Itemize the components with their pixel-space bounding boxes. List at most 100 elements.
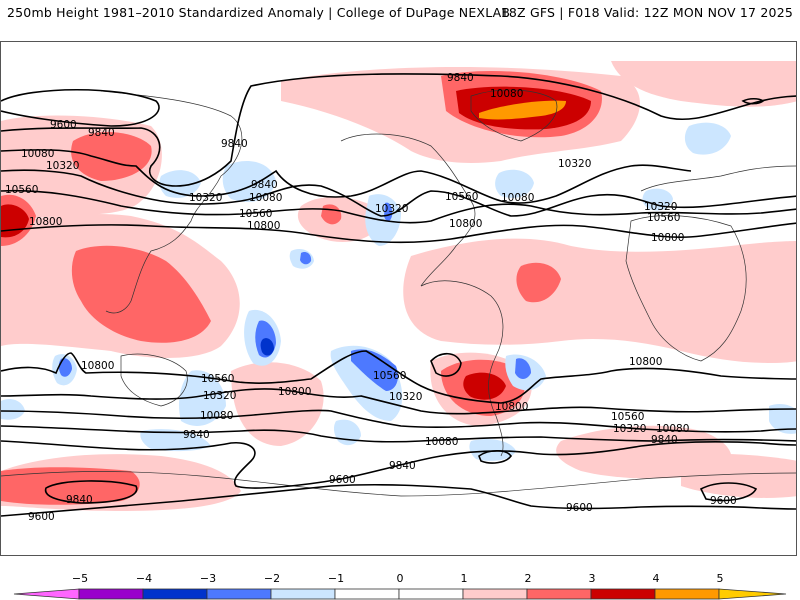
contour-9600-sh-closed: [699, 482, 758, 502]
map-panel: 9600 9840 10080 10320 10560 10800 9840 9…: [0, 41, 797, 556]
anomaly-positive-medium: [516, 262, 561, 303]
contour-label: 10080: [21, 148, 54, 160]
contour-label: 10560: [445, 191, 478, 203]
contour-label: 10320: [644, 201, 677, 213]
anomaly-positive-light: [611, 61, 796, 107]
model-run-info: 18Z GFS | F018 Valid: 12Z MON NOV 17 202…: [500, 5, 793, 20]
anomaly-negative-light: [140, 429, 211, 452]
anomaly-positive-light: [681, 453, 796, 498]
colorbar-segment-below-min: [13, 588, 80, 600]
colorbar-tick-label: 3: [588, 572, 596, 585]
contour-10080-nh: [1, 149, 692, 204]
contour-label: 9840: [389, 460, 416, 472]
anomaly-positive-medium: [71, 245, 211, 343]
coastline-north-america: [340, 133, 476, 287]
colorbar-segment: [654, 588, 720, 600]
coastline-south-america: [420, 280, 504, 457]
contour-label: 10800: [449, 218, 482, 230]
colorbar: −5 −4 −3 −2 −1 0 1 2 3 4 5: [0, 572, 800, 600]
colorbar-segment: [270, 588, 336, 600]
map-title: 250mb Height 1981–2010 Standardized Anom…: [7, 5, 511, 20]
contour-label: 9600: [566, 502, 593, 514]
colorbar-tick-label: 5: [716, 572, 724, 585]
colorbar-segment: [526, 588, 592, 600]
contour-label: 10320: [389, 391, 422, 403]
contour-10800-sh: [1, 350, 796, 404]
contour-10320-sh: [1, 409, 796, 433]
coastline-antarctica: [1, 471, 796, 497]
contour-label: 10800: [81, 360, 114, 372]
contour-label: 10080: [200, 410, 233, 422]
colorbar-tick-label: −4: [135, 572, 153, 585]
contour-label: 10560: [647, 212, 680, 224]
contour-label: 10320: [189, 192, 222, 204]
contour-10800-nh: [1, 222, 796, 244]
contour-10560-sh: [1, 388, 796, 415]
contour-label: 10560: [5, 184, 38, 196]
colorbar-tick-label: −3: [199, 572, 217, 585]
contour-label: 10080: [249, 192, 282, 204]
contour-label: 9600: [28, 511, 55, 523]
contour-10320-nh: [1, 169, 796, 217]
anomaly-negative-light: [495, 169, 534, 198]
contour-label: 9840: [88, 127, 115, 139]
anomaly-negative-medium: [384, 202, 393, 222]
contour-label: 10320: [375, 203, 408, 215]
colorbar-bar: [13, 588, 787, 600]
coastline-greenland: [470, 89, 558, 142]
coastline-africa: [625, 215, 747, 362]
contour-label: 9840: [183, 429, 210, 441]
height-contours: [1, 73, 796, 517]
coastline-europe: [640, 165, 796, 192]
contour-9840-sh-closed: [44, 480, 138, 504]
contour-labels: 9600 9840 10080 10320 10560 10800 9840 9…: [5, 72, 737, 523]
contour-label: 9600: [50, 119, 77, 131]
contour-label: 10320: [613, 423, 646, 435]
anomaly-positive-strong: [463, 372, 506, 400]
header: 250mb Height 1981–2010 Standardized Anom…: [0, 0, 800, 22]
anomaly-positive-extreme: [479, 100, 566, 120]
anomaly-negative-light: [642, 188, 673, 211]
contour-label: 10080: [501, 192, 534, 204]
contour-label: 10560: [239, 208, 272, 220]
coastline-australia: [120, 353, 188, 407]
contour-sa-closed: [430, 352, 462, 377]
colorbar-tick-label: −1: [327, 572, 345, 585]
contour-label: 9840: [651, 434, 678, 446]
anomaly-shading: [1, 61, 796, 511]
colorbar-tick-label: 1: [460, 572, 468, 585]
contour-10560-nh: [1, 189, 796, 224]
contour-label: 9840: [66, 494, 93, 506]
contour-label: 9600: [710, 495, 737, 507]
coastline-asia: [100, 90, 243, 314]
colorbar-tick-label: −2: [263, 572, 281, 585]
anomaly-negative-light: [333, 419, 361, 446]
coastlines: [1, 89, 796, 497]
colorbar-tick-label: −5: [71, 572, 89, 585]
contour-label: 10800: [29, 216, 62, 228]
contour-9840-nh: [1, 73, 796, 187]
contour-label: 10080: [425, 436, 458, 448]
contour-9600-sh: [1, 483, 796, 517]
colorbar-tick-label: 0: [396, 572, 404, 585]
contour-9600-nh-asia: [1, 89, 160, 127]
contour-label: 9840: [221, 138, 248, 150]
contour-label: 9600: [329, 474, 356, 486]
contour-label: 10800: [629, 356, 662, 368]
contour-label: 10800: [247, 220, 280, 232]
anomaly-positive-light: [701, 295, 796, 363]
contour-label: 10080: [490, 88, 523, 100]
contour-label: 10800: [278, 386, 311, 398]
contour-nh-closed-small: [741, 97, 765, 105]
anomaly-negative-medium: [515, 358, 531, 379]
contour-label: 10560: [611, 411, 644, 423]
colorbar-tick-label: 2: [524, 572, 532, 585]
anomaly-positive-medium: [71, 131, 152, 181]
anomaly-negative-light: [1, 399, 25, 420]
contour-label: 10800: [651, 232, 684, 244]
anomaly-map: 9600 9840 10080 10320 10560 10800 9840 9…: [1, 61, 796, 523]
contour-label: 10320: [46, 160, 79, 172]
colorbar-segment-above-max: [718, 588, 787, 600]
contour-sh-low-closed: [478, 449, 512, 464]
anomaly-negative-light: [684, 122, 731, 155]
